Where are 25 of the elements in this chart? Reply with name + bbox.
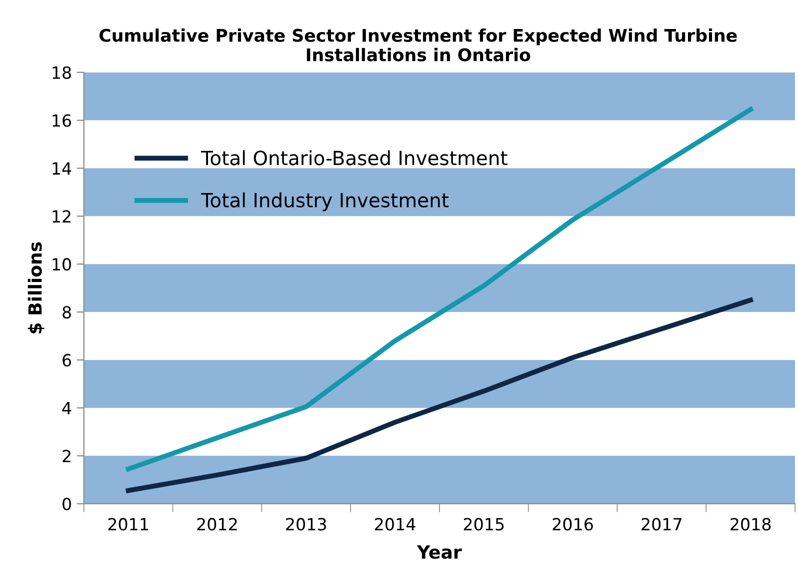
y-tick-label: 18 [52,66,71,79]
x-tick-label: 2011 [108,518,148,531]
x-tick-label: 2012 [197,518,237,531]
y-tick-label: 14 [52,162,72,175]
y-tick-label: 4 [62,402,72,414]
y-tick-label: 16 [52,114,72,127]
line-series [126,298,753,493]
x-tick-label: 2017 [642,518,682,531]
y-tick-label: 12 [52,210,70,222]
legend-label: Total Industry Investment [201,192,449,212]
y-tick-label: 0 [62,498,71,510]
x-tick-label: 2014 [375,518,416,531]
x-tick-label: 2015 [464,518,504,531]
x-axis-title: Year [416,545,462,559]
y-tick-label: 2 [62,450,70,462]
y-axis-title: $ Billions [28,242,44,334]
line-series [126,107,753,472]
y-tick-label: 10 [52,258,71,271]
chart-title: Cumulative Private Sector Investment for Expected Wind Turbine Installations in Ontario [99,28,737,62]
y-tick-label: 6 [62,354,72,367]
x-tick-label: 2016 [552,518,593,531]
x-tick-label: 2018 [730,518,771,531]
y-tick-label: 8 [62,306,71,319]
x-tick-label: 2013 [286,518,326,531]
legend-label: Total Ontario-Based Investment [201,150,508,166]
